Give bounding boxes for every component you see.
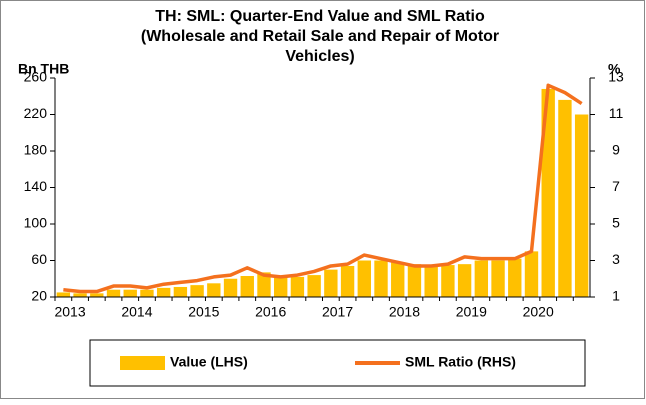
bar [106, 289, 121, 297]
legend-label: SML Ratio (RHS) [405, 354, 516, 370]
bar [324, 269, 338, 297]
legend-label: Value (LHS) [170, 354, 248, 370]
bar [290, 276, 305, 297]
bar [307, 275, 321, 297]
bar [424, 265, 438, 297]
bar [407, 264, 422, 297]
y-tick-label: 180 [24, 142, 48, 158]
bar [374, 260, 388, 297]
y-tick-label: 220 [24, 105, 48, 121]
bar [240, 276, 254, 297]
x-tick-label: 2018 [389, 304, 420, 320]
bar [140, 289, 154, 297]
bar [491, 260, 505, 297]
x-tick-label: 2016 [255, 304, 286, 320]
bar [123, 289, 137, 297]
bar [391, 262, 405, 297]
x-tick-label: 2017 [322, 304, 353, 320]
bar [357, 260, 371, 297]
x-tick-label: 2013 [54, 304, 85, 320]
y-axis-label: Bn THB [18, 61, 69, 77]
y2-tick-label: 7 [612, 178, 620, 194]
bar [190, 285, 204, 297]
bar [56, 292, 71, 297]
y-tick-label: 260 [24, 69, 48, 85]
bar [156, 287, 171, 297]
y2-tick-label: 11 [609, 105, 624, 121]
bar [340, 265, 355, 297]
bar [173, 286, 188, 297]
x-tick-label: 2014 [121, 304, 152, 320]
y2-tick-label: 5 [612, 215, 620, 231]
y2-tick-label: 9 [612, 142, 620, 158]
bar [474, 260, 489, 297]
y-tick-label: 20 [31, 288, 47, 304]
bar [274, 276, 288, 297]
bar [441, 265, 455, 297]
bar [257, 272, 271, 297]
chart-title: (Wholesale and Retail Sale and Repair of… [141, 28, 499, 45]
x-tick-label: 2015 [188, 304, 219, 320]
bar [558, 99, 572, 298]
chart-title: TH: SML: Quarter-End Value and SML Ratio [155, 8, 485, 25]
bar [207, 283, 221, 297]
bar [457, 264, 472, 297]
x-tick-label: 2020 [523, 304, 554, 320]
legend-swatch [120, 356, 165, 370]
y2-tick-label: 1 [612, 288, 620, 304]
y2-axis-label: % [608, 61, 621, 77]
bar [541, 88, 555, 297]
bar [574, 114, 589, 297]
y-tick-label: 100 [24, 215, 48, 231]
bar [223, 278, 238, 297]
y-tick-label: 140 [24, 178, 48, 194]
bar [90, 293, 104, 297]
chart-title: Vehicles) [285, 48, 354, 65]
y2-tick-label: 13 [608, 69, 624, 85]
line [63, 83, 583, 294]
legend-box [89, 339, 586, 387]
bar [73, 293, 87, 297]
bar [508, 258, 522, 297]
y2-tick-label: 3 [612, 251, 620, 267]
bar [524, 251, 539, 297]
x-tick-label: 2019 [456, 304, 487, 320]
y-tick-label: 60 [31, 251, 47, 267]
